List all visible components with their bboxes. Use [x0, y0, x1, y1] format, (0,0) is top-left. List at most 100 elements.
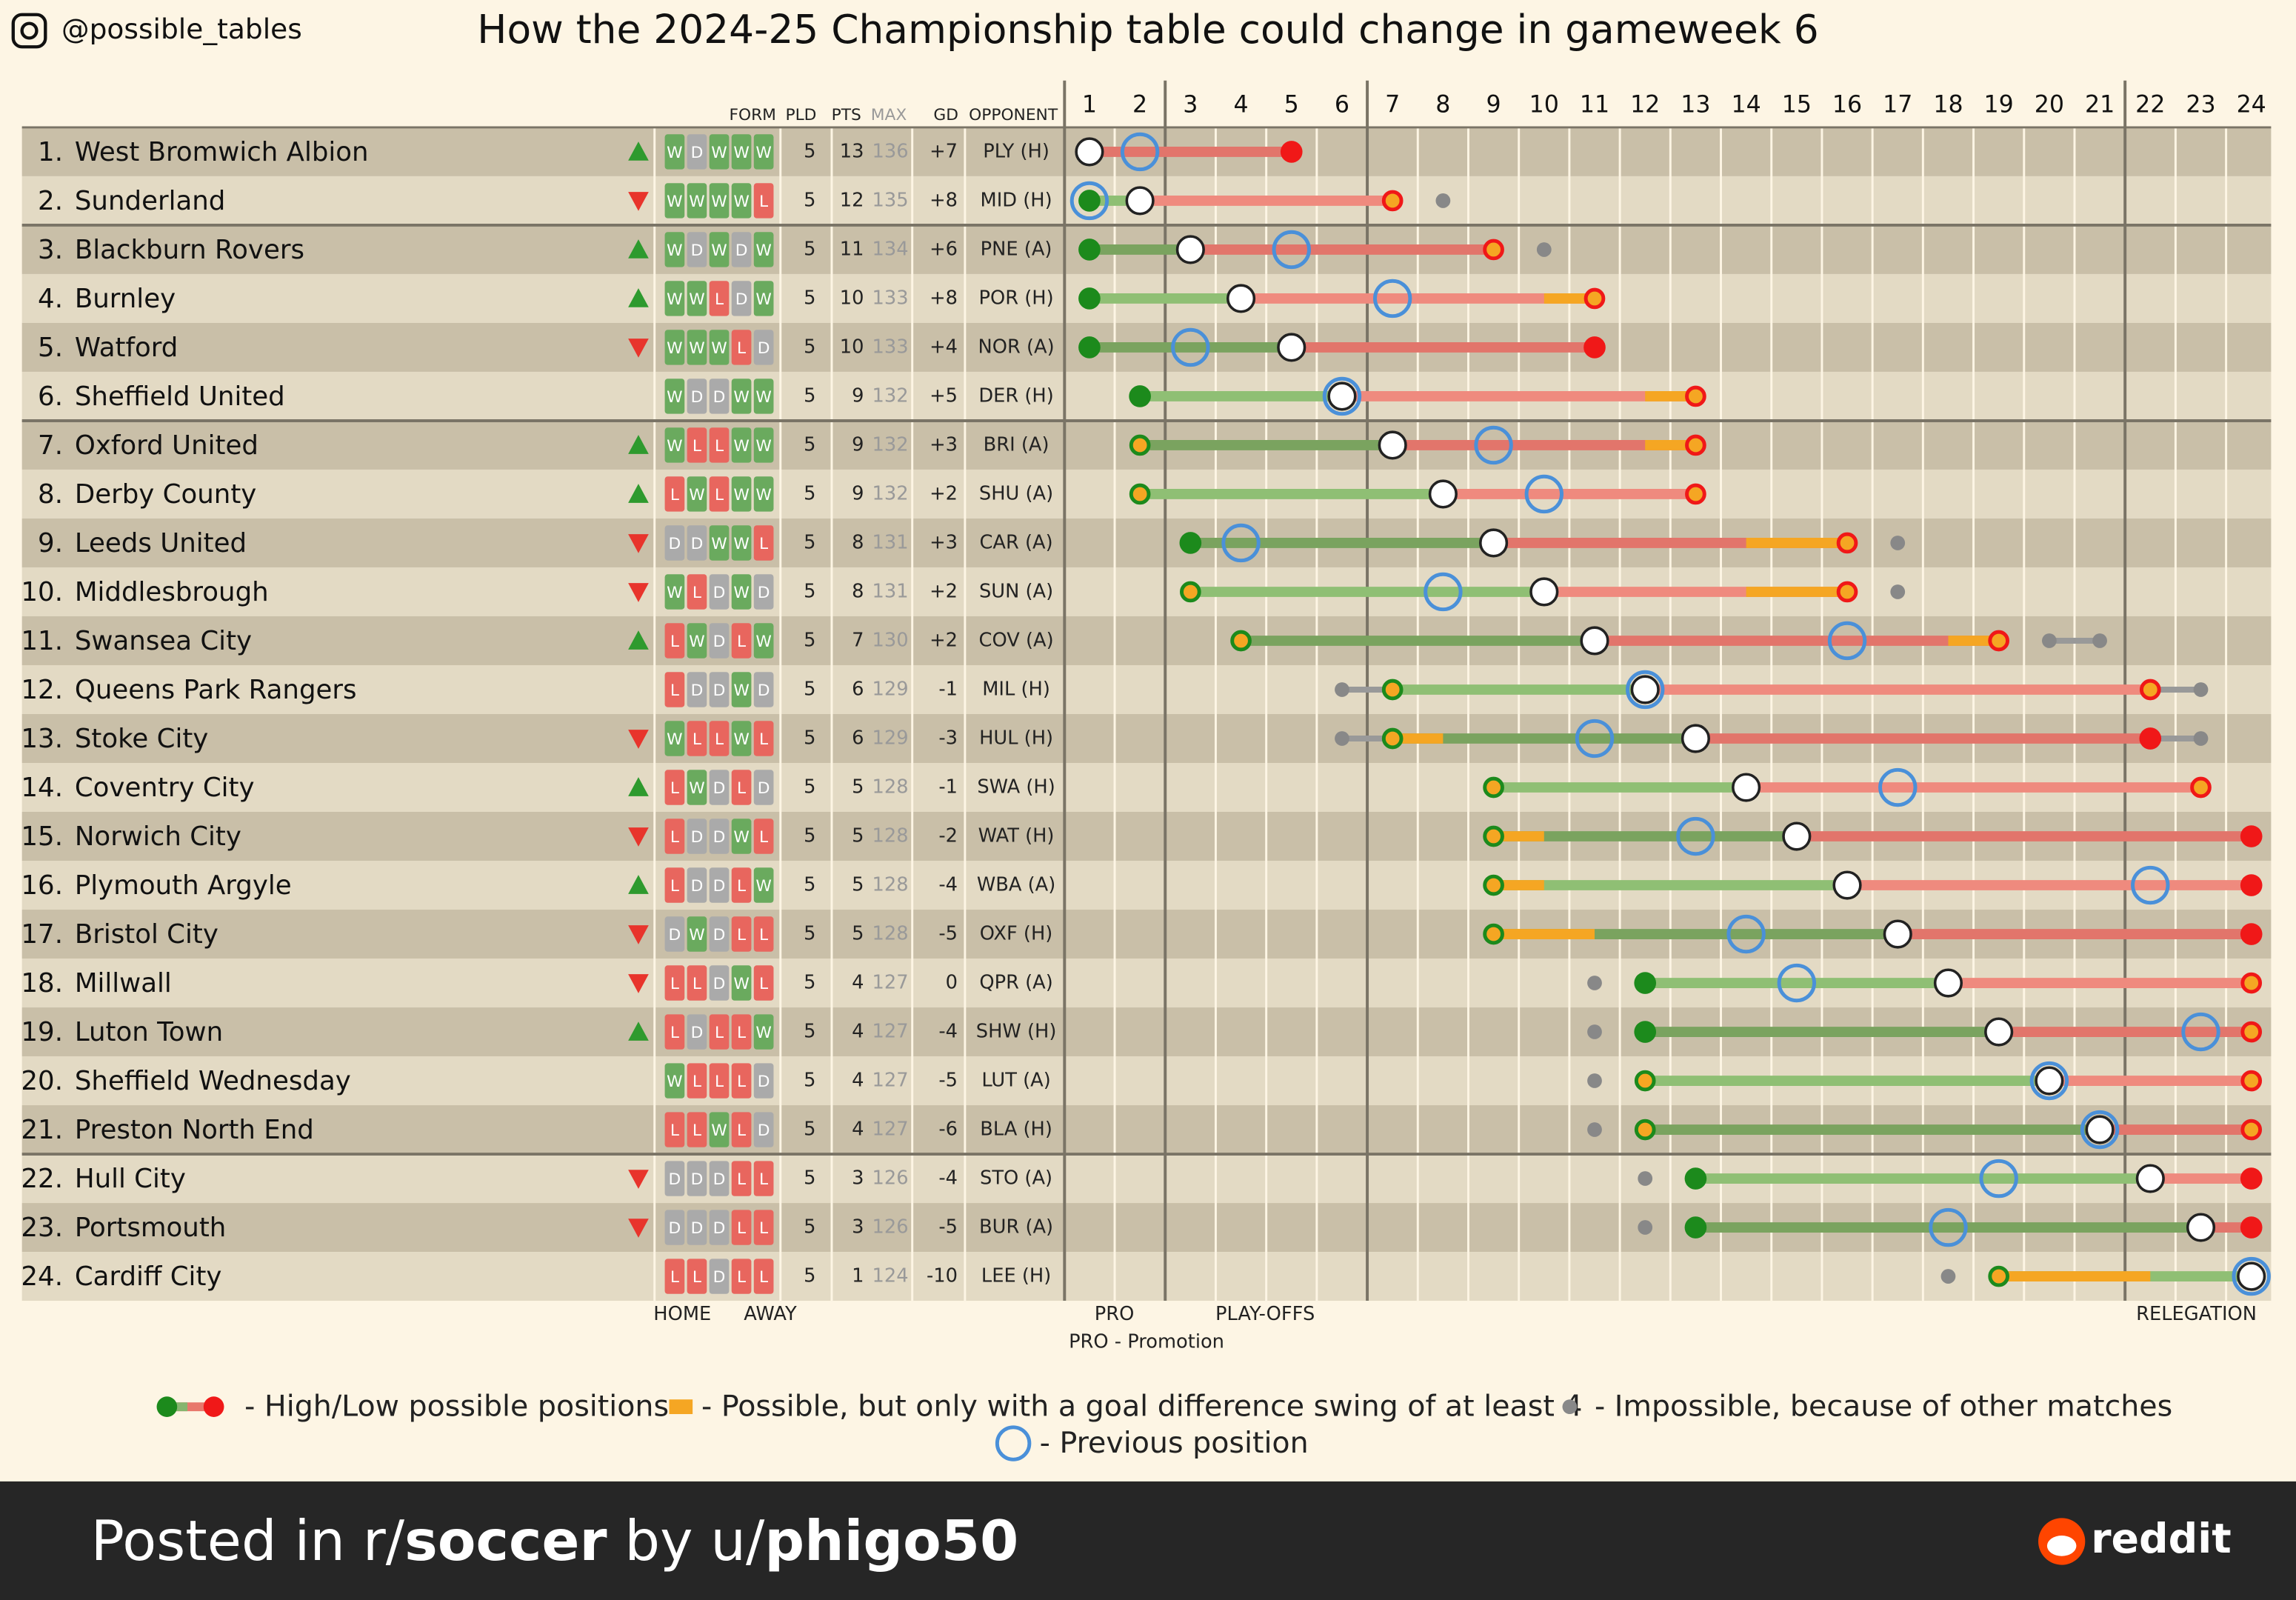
opponent: BLA (H) [980, 1119, 1052, 1141]
form-letter: W [733, 584, 750, 602]
opponent: BUR (A) [979, 1216, 1053, 1239]
form-box [731, 770, 752, 805]
column-label: 11 [1580, 91, 1609, 118]
form-box [709, 770, 730, 805]
form-letter: L [759, 975, 768, 993]
trend-down [628, 925, 649, 944]
best-position [1078, 336, 1101, 359]
form-box [731, 819, 752, 854]
form-letter: L [759, 730, 768, 749]
max-points: 132 [872, 384, 909, 407]
goal-difference: -6 [938, 1119, 958, 1141]
form-box [731, 330, 752, 365]
form-letter: L [737, 339, 746, 358]
form-box [753, 1161, 774, 1196]
form-box [753, 330, 774, 365]
position: 13. [21, 724, 63, 754]
form-box [753, 232, 774, 267]
previous-position [1979, 1159, 2018, 1199]
position: 4. [38, 284, 63, 314]
form-box [731, 1161, 752, 1196]
form-box [753, 134, 774, 170]
form-box [664, 379, 685, 414]
played: 5 [804, 1021, 815, 1043]
team-name: Derby County [75, 479, 257, 510]
form-box [687, 330, 707, 365]
position: 23. [21, 1213, 63, 1243]
form-box [664, 427, 685, 463]
opponent: STO (A) [980, 1167, 1052, 1190]
form-box [709, 1063, 730, 1099]
previous-position [1120, 132, 1160, 172]
points: 9 [852, 433, 864, 456]
column-label: 20 [2035, 91, 2064, 118]
form-letter: L [759, 926, 768, 944]
opponent: QPR (A) [979, 972, 1052, 994]
form-box [753, 1259, 774, 1294]
column-label: 23 [2186, 91, 2215, 118]
impossible-dot [2041, 633, 2057, 648]
played: 5 [804, 825, 815, 847]
goal-difference: -1 [938, 678, 958, 700]
form-box [687, 281, 707, 316]
current-position [1277, 333, 1306, 362]
row-band [21, 1252, 2272, 1301]
form-letter: L [737, 877, 746, 896]
goal-difference: +5 [930, 384, 958, 407]
form-box [731, 476, 752, 512]
team-name: Hull City [75, 1164, 186, 1194]
previous-position [2181, 1012, 2220, 1052]
form-letter: W [733, 144, 750, 162]
team-name: Preston North End [75, 1115, 314, 1145]
previous-position [1221, 523, 1261, 563]
worst-position [1685, 434, 1706, 456]
form-box [664, 134, 685, 170]
form-box [709, 427, 730, 463]
max-points: 133 [872, 287, 909, 309]
best-position [1230, 630, 1252, 652]
form-letter: W [733, 975, 750, 993]
worst-position [1836, 581, 1858, 603]
form-box [687, 1063, 707, 1099]
form-letter: D [691, 1219, 704, 1238]
form-letter: L [670, 877, 679, 896]
trend-up [628, 777, 649, 796]
points: 4 [852, 1021, 864, 1043]
legend-impossible [1562, 1399, 1578, 1415]
points: 7 [852, 629, 864, 651]
played: 5 [804, 1216, 815, 1239]
form-box [687, 965, 707, 1001]
opponent: SUN (A) [979, 580, 1053, 602]
form-box [687, 1210, 707, 1245]
impossible-dot [1587, 1024, 1602, 1039]
form-box [709, 525, 730, 561]
impossible-dot [1335, 682, 1349, 697]
form-box [687, 379, 707, 414]
trend-down [628, 827, 649, 847]
opponent: PNE (A) [981, 238, 1052, 260]
points: 4 [852, 1070, 864, 1092]
worst-position [2190, 776, 2212, 799]
trend-up [628, 875, 649, 894]
position: 24. [21, 1261, 63, 1292]
form-letter: W [733, 486, 750, 504]
max-points: 130 [872, 629, 909, 651]
column-label: 4 [1233, 91, 1248, 118]
worst-position [2240, 1021, 2263, 1043]
position: 7. [38, 430, 63, 461]
team-name: Blackburn Rovers [75, 235, 304, 265]
goal-difference: -5 [938, 1216, 958, 1239]
form-box [687, 721, 707, 756]
form-box [731, 379, 752, 414]
worst-position [2240, 1167, 2263, 1190]
max-points: 135 [872, 189, 909, 211]
form-letter: D [669, 926, 681, 944]
form-letter: D [691, 828, 704, 847]
form-box [731, 916, 752, 952]
played: 5 [804, 189, 815, 211]
form-letter: D [713, 681, 726, 700]
points: 4 [852, 1119, 864, 1141]
form-letter: L [759, 1170, 768, 1189]
form-letter: D [691, 535, 704, 553]
points: 5 [852, 874, 864, 896]
